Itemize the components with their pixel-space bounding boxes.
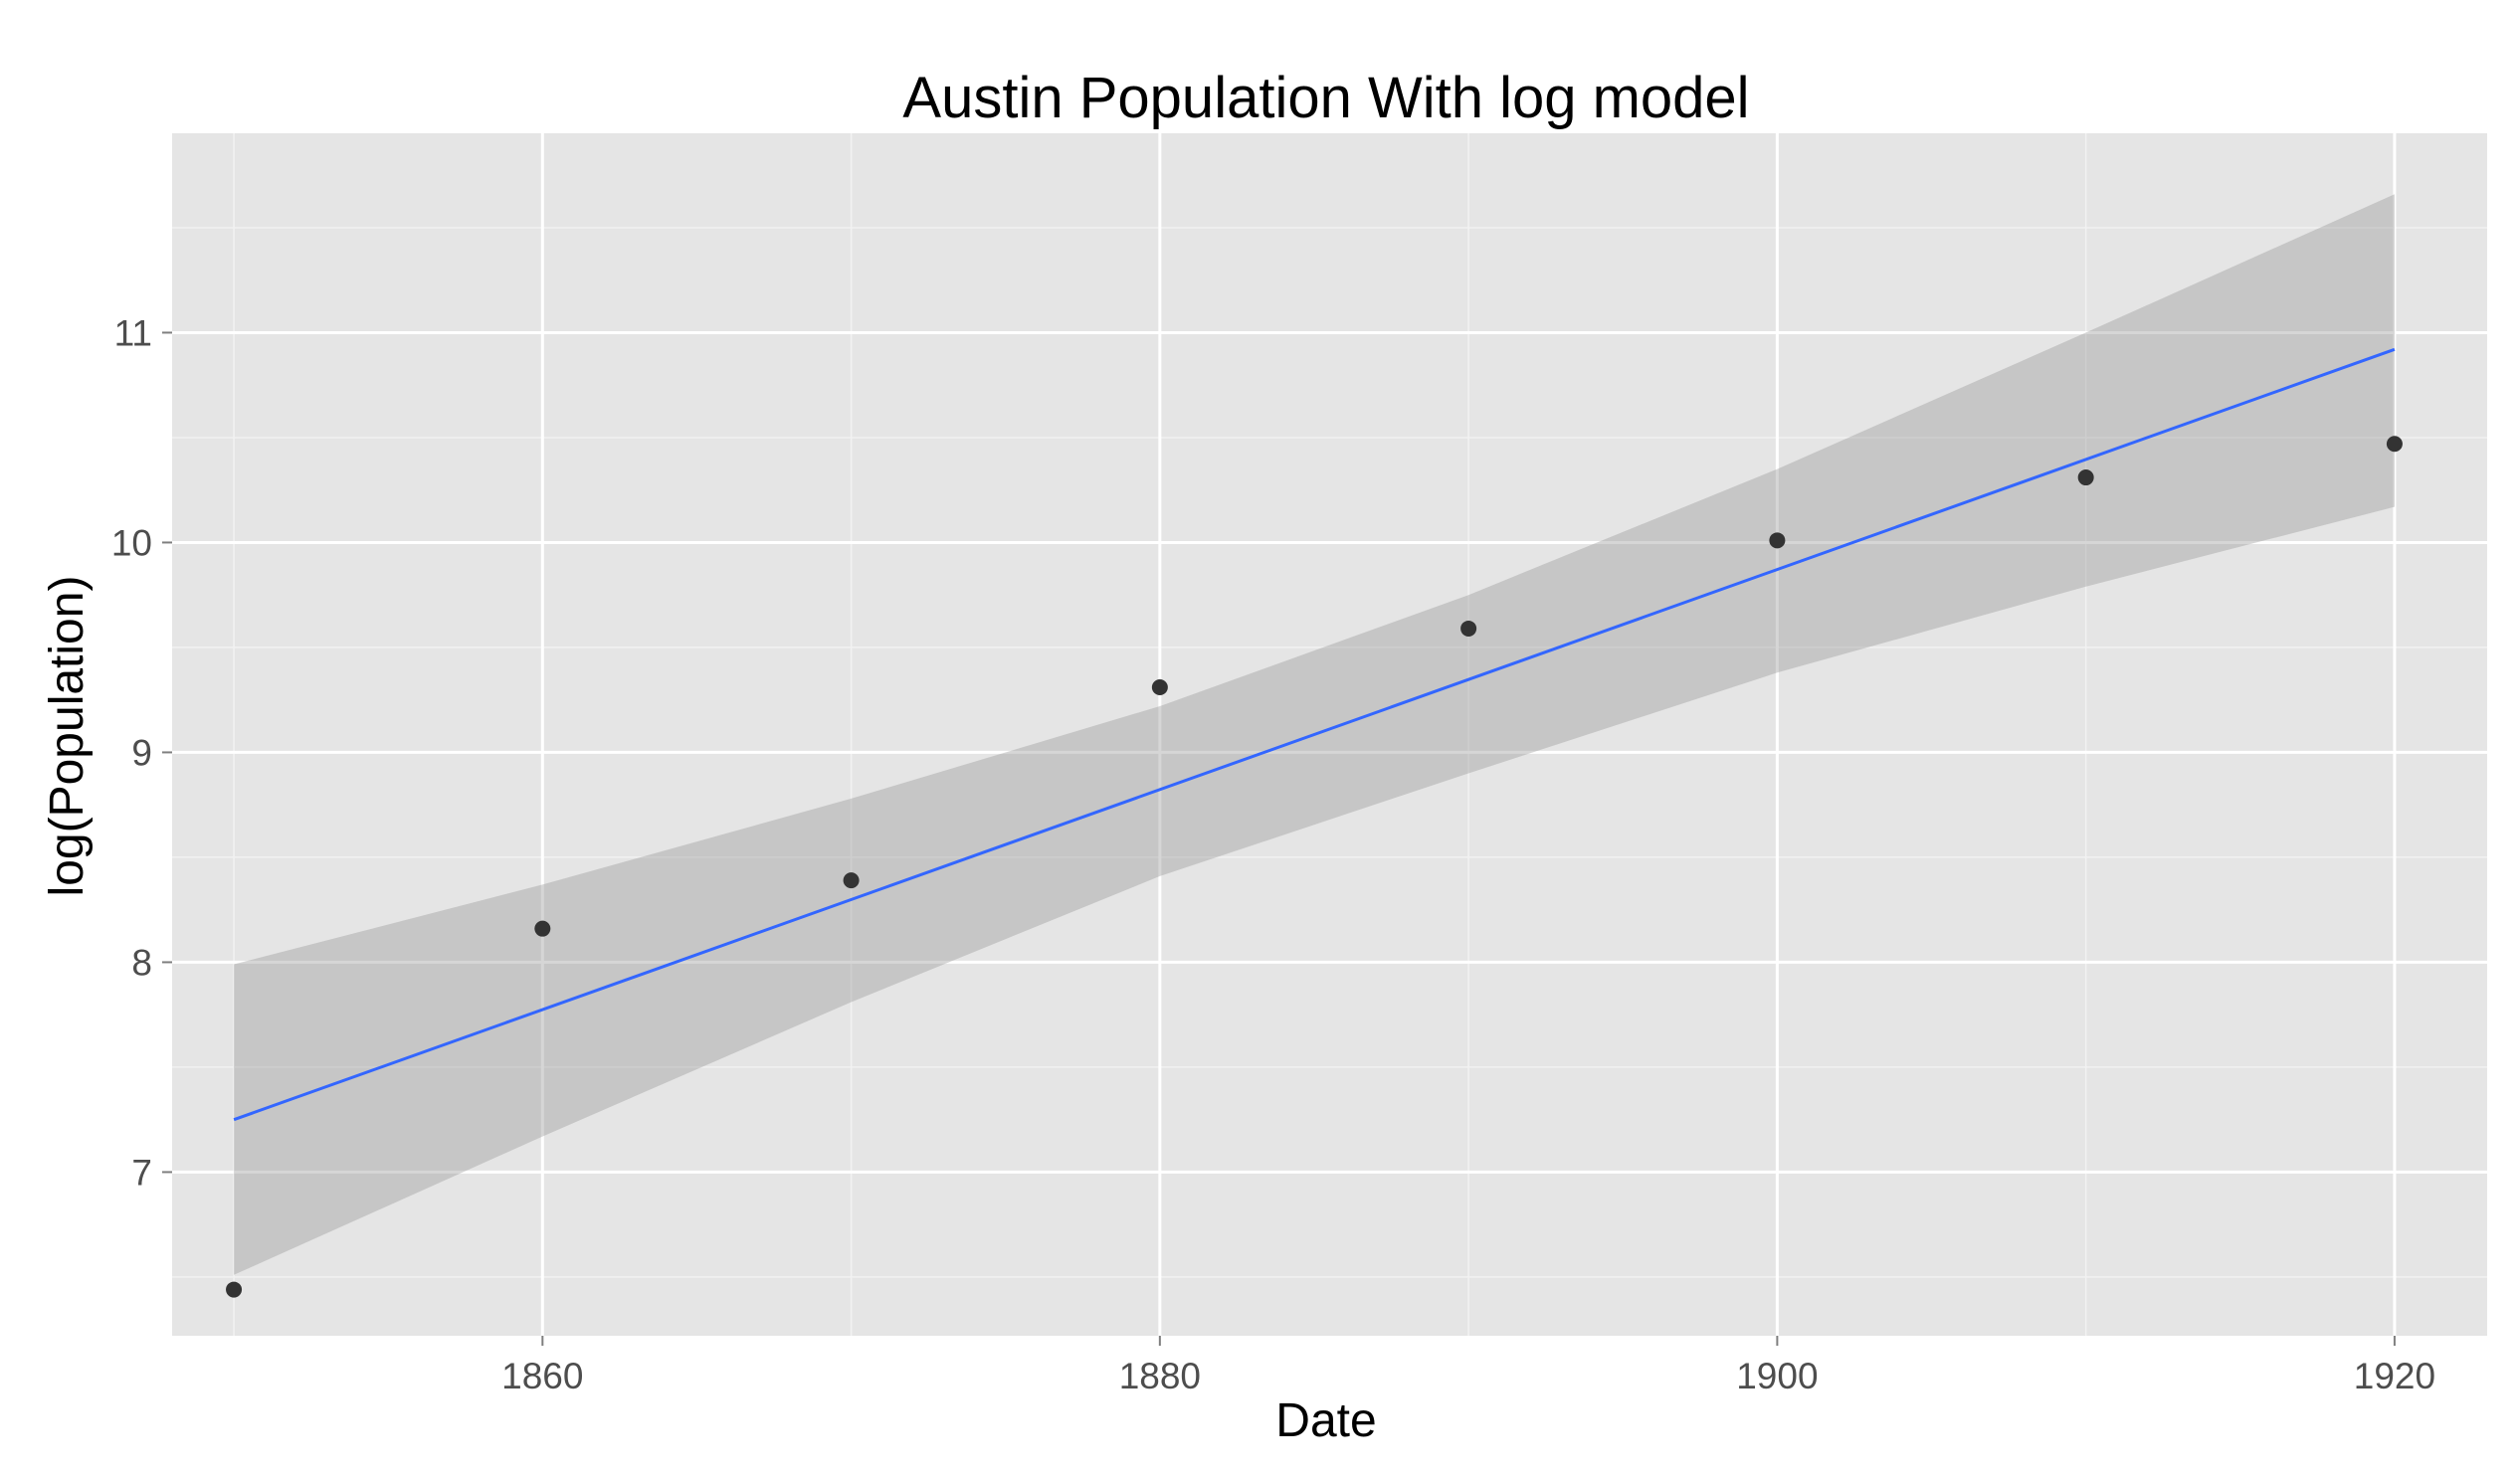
y-tick-label: 9 — [131, 732, 152, 773]
data-point — [2386, 436, 2403, 453]
data-point — [1151, 679, 1168, 696]
chart-title: Austin Population With log model — [902, 66, 1749, 130]
y-tick-label: 7 — [131, 1152, 152, 1193]
data-point — [534, 920, 551, 937]
x-axis-title: Date — [1275, 1394, 1376, 1447]
data-points-layer — [226, 436, 2403, 1298]
y-tick-label: 8 — [131, 942, 152, 983]
fit-line-layer — [233, 347, 2396, 1122]
data-point — [1460, 620, 1477, 637]
data-point — [226, 1281, 243, 1298]
data-point — [2077, 469, 2094, 486]
x-tick-label: 1900 — [1736, 1356, 1818, 1396]
data-point — [1769, 532, 1786, 549]
y-tick-label: 11 — [114, 312, 152, 353]
x-tick-label: 1920 — [2354, 1356, 2435, 1396]
data-point — [843, 872, 860, 889]
y-tick-label: 10 — [111, 522, 152, 563]
x-tick-label: 1860 — [501, 1356, 583, 1396]
y-axis-title: log(Population) — [41, 576, 94, 897]
plot-panel — [172, 133, 2487, 1336]
x-tick-label: 1880 — [1119, 1356, 1201, 1396]
fit-line — [233, 347, 2396, 1122]
axis-ticks-layer: 1860 1880 1900 1920 7 8 9 10 11 — [111, 312, 2435, 1396]
